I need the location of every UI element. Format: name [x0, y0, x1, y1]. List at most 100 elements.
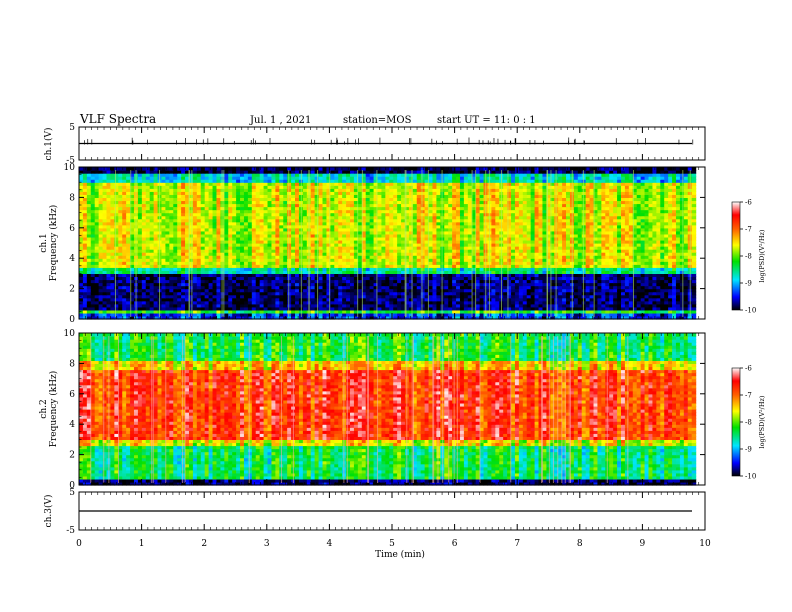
- heatmap-cell: [491, 309, 496, 314]
- heatmap-cell: [448, 264, 453, 268]
- heatmap-cell: [624, 288, 630, 293]
- heatmap-cell: [255, 221, 261, 226]
- heatmap-cell: [342, 276, 347, 281]
- heatmap-cell: [287, 291, 292, 296]
- heatmap-cell: [373, 285, 379, 290]
- heatmap-cell: [137, 309, 143, 314]
- heatmap-cell: [381, 224, 386, 229]
- heatmap-cell: [361, 252, 367, 256]
- heatmap-cell: [283, 267, 288, 271]
- heatmap-cell: [291, 267, 296, 271]
- heatmap-cell: [263, 282, 269, 287]
- heatmap-cell: [412, 227, 418, 232]
- heatmap-cell: [318, 258, 324, 262]
- heatmap-cell: [617, 243, 622, 247]
- heatmap-cell: [130, 279, 135, 284]
- heatmap-cell: [247, 279, 253, 284]
- heatmap-cell: [267, 246, 273, 250]
- heatmap-cell: [397, 303, 402, 308]
- heatmap-cell: [369, 294, 375, 299]
- heatmap-cell: [573, 267, 579, 271]
- heatmap-cell: [393, 239, 398, 244]
- heatmap-cell: [428, 288, 434, 293]
- heatmap-cell: [530, 315, 536, 320]
- heatmap-cell: [581, 258, 587, 262]
- heatmap-cell: [342, 312, 347, 317]
- heatmap-cell: [652, 258, 657, 262]
- heatmap-cell: [82, 291, 88, 296]
- heatmap-cell: [236, 221, 241, 226]
- heatmap-cell: [291, 276, 296, 281]
- heatmap-cell: [503, 315, 508, 320]
- heatmap-cell: [334, 291, 339, 296]
- heatmap-cell: [349, 288, 355, 293]
- heatmap-cell: [275, 246, 280, 250]
- heatmap-cell: [110, 285, 115, 290]
- heatmap-cell: [432, 306, 437, 311]
- heatmap-cell: [110, 288, 115, 293]
- heatmap-cell: [196, 312, 202, 317]
- heatmap-cell: [404, 255, 410, 259]
- heatmap-cell: [283, 236, 288, 241]
- heatmap-cell: [247, 303, 253, 308]
- heatmap-cell: [110, 249, 115, 253]
- heatmap-cell: [672, 315, 677, 320]
- heatmap-cell: [566, 243, 571, 247]
- heatmap-cell: [691, 288, 697, 293]
- heatmap-cell: [381, 246, 386, 250]
- heatmap-cell: [495, 297, 500, 302]
- heatmap-cell: [511, 285, 516, 290]
- heatmap-cell: [507, 282, 512, 287]
- heatmap-cell: [491, 282, 496, 287]
- heatmap-cell: [106, 243, 112, 247]
- heatmap-cell: [373, 306, 379, 311]
- heatmap-cell: [593, 294, 599, 299]
- heatmap-cell: [589, 267, 595, 271]
- heatmap-cell: [503, 233, 508, 238]
- heatmap-cell: [149, 276, 155, 281]
- heatmap-cell: [208, 279, 214, 284]
- heatmap-cell: [605, 282, 610, 287]
- heatmap-cell: [161, 297, 167, 302]
- heatmap-cell: [675, 270, 681, 274]
- heatmap-cell: [173, 252, 178, 256]
- heatmap-cell: [110, 294, 115, 299]
- heatmap-cell: [408, 246, 414, 250]
- heatmap-cell: [228, 239, 233, 244]
- heatmap-cell: [534, 230, 540, 235]
- heatmap-cell: [471, 285, 477, 290]
- heatmap-cell: [534, 252, 540, 256]
- heatmap-cell: [302, 312, 308, 317]
- heatmap-cell: [448, 230, 453, 235]
- heatmap-cell: [546, 285, 551, 290]
- heatmap-cell: [609, 267, 614, 271]
- heatmap-cell: [428, 273, 434, 278]
- heatmap-cell: [683, 306, 689, 311]
- heatmap-cell: [291, 252, 296, 256]
- heatmap-cell: [416, 291, 422, 296]
- heatmap-cell: [558, 273, 563, 278]
- heatmap-cell: [310, 236, 316, 241]
- heatmap-cell: [153, 300, 159, 305]
- heatmap-cell: [208, 285, 214, 290]
- heatmap-cell: [581, 309, 587, 314]
- heatmap-cell: [397, 282, 402, 287]
- heatmap-cell: [679, 306, 685, 311]
- heatmap-cell: [412, 279, 418, 284]
- heatmap-cell: [613, 297, 618, 302]
- heatmap-cell: [365, 315, 371, 320]
- heatmap-cell: [491, 294, 496, 299]
- heatmap-cell: [141, 315, 147, 320]
- heatmap-cell: [526, 227, 532, 232]
- heatmap-cell: [597, 239, 602, 244]
- heatmap-cell: [424, 258, 430, 262]
- heatmap-cell: [522, 236, 528, 241]
- heatmap-cell: [530, 303, 536, 308]
- heatmap-cell: [349, 258, 355, 262]
- heatmap-cell: [644, 315, 650, 320]
- heatmap-cell: [652, 273, 657, 278]
- heatmap-cell: [491, 297, 496, 302]
- heatmap-cell: [94, 294, 100, 299]
- heatmap-cell: [240, 249, 245, 253]
- heatmap-cell: [522, 261, 528, 265]
